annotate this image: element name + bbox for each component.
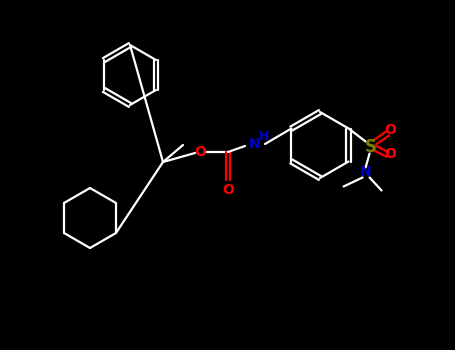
Text: O: O	[384, 147, 396, 161]
Text: N: N	[360, 166, 371, 180]
Text: O: O	[194, 145, 206, 159]
Text: S: S	[364, 138, 377, 155]
Text: N: N	[249, 137, 261, 151]
Text: O: O	[222, 183, 234, 197]
Text: H: H	[259, 131, 269, 144]
Text: O: O	[384, 124, 396, 138]
